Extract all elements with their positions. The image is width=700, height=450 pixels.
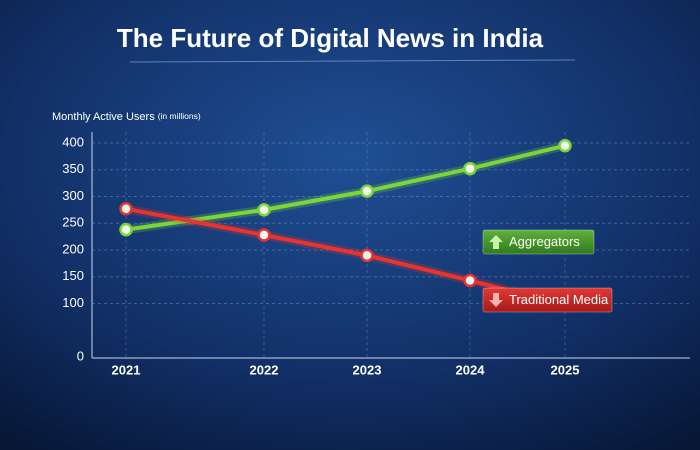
legend-arrow xyxy=(489,293,503,307)
y-axis-label-main: Monthly Active Users xyxy=(52,111,155,123)
data-point xyxy=(119,222,133,237)
data-point xyxy=(360,248,374,263)
data-point xyxy=(463,273,477,288)
legend-arrow xyxy=(489,235,503,249)
data-point xyxy=(257,228,271,242)
data-point xyxy=(257,203,271,217)
legend-label: Traditional Media xyxy=(509,292,609,307)
data-point xyxy=(360,184,374,198)
y-tick-label: 400 xyxy=(62,134,84,149)
y-axis-label-note: (in millions) xyxy=(158,111,201,121)
y-tick-label: 100 xyxy=(62,295,84,310)
data-point xyxy=(119,202,133,216)
legend-box xyxy=(482,229,595,255)
x-tick-label: 2022 xyxy=(250,362,279,377)
y-tick-label: 250 xyxy=(62,215,84,230)
x-tick-label: 2024 xyxy=(456,362,486,377)
plot-area: 0 100 150 200 250 300 350 400 2021 2022 2023 2024 20… xyxy=(62,132,690,377)
x-tick-label: 2025 xyxy=(551,362,580,377)
data-point xyxy=(558,138,572,153)
legend-box xyxy=(482,287,613,313)
x-tick-label: 2023 xyxy=(353,362,382,377)
legend-label: Aggregators xyxy=(509,234,580,249)
y-tick-label: 350 xyxy=(62,161,84,176)
title-rule xyxy=(129,59,576,63)
y-tick-label: 0 xyxy=(77,348,84,363)
x-tick-label: 2021 xyxy=(112,362,141,377)
data-point xyxy=(463,161,477,176)
y-tick-label: 150 xyxy=(62,268,84,283)
y-axis-label: Monthly Active Users (in millions) xyxy=(52,111,201,123)
y-tick-label: 300 xyxy=(62,188,84,203)
y-tick-label: 200 xyxy=(62,241,84,256)
chart-title: The Future of Digital News in India xyxy=(117,23,544,53)
